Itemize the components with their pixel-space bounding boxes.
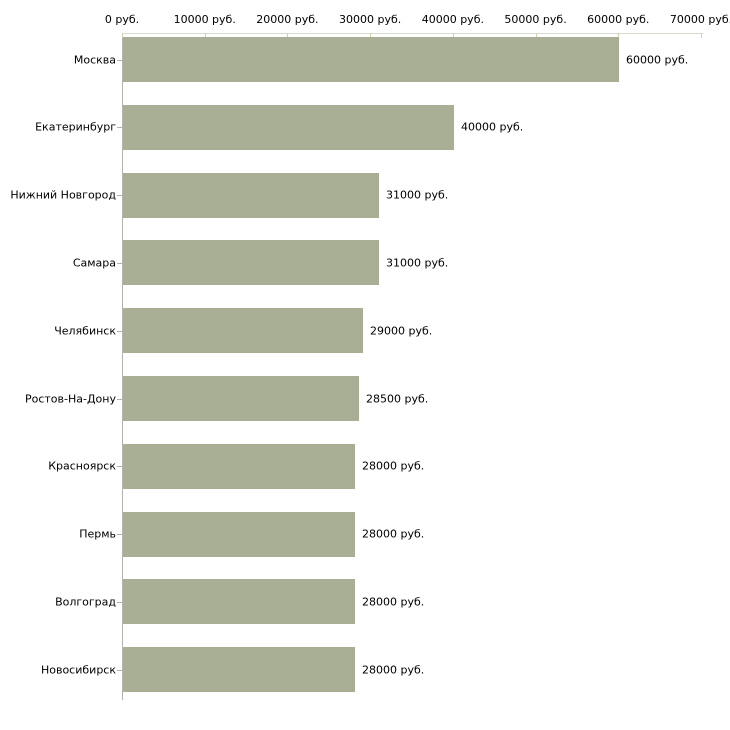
bar: [123, 172, 379, 218]
y-axis-line: [122, 33, 123, 700]
x-tick-mark: [701, 33, 702, 38]
x-tick-mark: [618, 33, 620, 38]
category-label: Москва: [73, 53, 116, 66]
x-tick-label: 50000 руб.: [504, 13, 567, 26]
x-tick-mark: [287, 33, 289, 38]
category-label: Красноярск: [48, 459, 116, 473]
x-tick-label: 70000 руб.: [669, 13, 730, 26]
y-tick-mark: [117, 331, 122, 332]
x-tick-mark: [452, 33, 454, 38]
y-tick-mark: [117, 602, 122, 603]
y-tick-mark: [117, 127, 122, 128]
value-label: 28000 руб.: [362, 663, 425, 677]
category-label: Нижний Новгород: [10, 188, 116, 202]
bar: [123, 376, 359, 421]
y-tick-mark: [117, 60, 122, 61]
x-axis-line: [122, 33, 703, 34]
category-label: Ростов-На-Дону: [24, 392, 116, 405]
value-label: 28500 руб.: [366, 392, 429, 405]
value-label: 28000 руб.: [362, 527, 425, 541]
value-label: 31000 руб.: [386, 188, 449, 202]
value-label: 31000 руб.: [386, 256, 449, 270]
x-tick-label: 20000 руб.: [256, 13, 319, 26]
y-tick-mark: [117, 534, 122, 535]
bar: [123, 37, 619, 82]
x-tick-label: 10000 руб.: [173, 13, 236, 26]
category-label: Самара: [72, 256, 116, 270]
bar: [123, 308, 363, 354]
bar: [123, 647, 355, 693]
value-label: 29000 руб.: [370, 324, 433, 338]
y-tick-mark: [117, 263, 122, 264]
value-label: 60000 руб.: [626, 53, 689, 66]
category-label: Новосибирск: [40, 663, 116, 677]
bar: [123, 240, 379, 286]
x-tick-label: 60000 руб.: [587, 13, 650, 26]
bar: [123, 579, 355, 625]
value-label: 28000 руб.: [362, 595, 425, 609]
category-label: Пермь: [79, 527, 116, 541]
value-label: 40000 руб.: [461, 120, 524, 134]
x-tick-mark: [535, 33, 537, 38]
category-label: Волгоград: [55, 595, 116, 609]
bar: [123, 511, 355, 557]
value-label: 28000 руб.: [362, 459, 425, 473]
y-tick-mark: [117, 466, 122, 467]
y-tick-mark: [117, 399, 122, 400]
x-tick-label: 0 руб.: [104, 13, 140, 26]
y-tick-mark: [117, 195, 122, 196]
x-tick-mark: [370, 33, 372, 38]
x-tick-label: 30000 руб.: [339, 13, 402, 26]
x-tick-label: 40000 руб.: [421, 13, 484, 26]
bar: [123, 104, 454, 150]
bar: [123, 443, 355, 489]
y-tick-mark: [117, 670, 122, 671]
category-label: Челябинск: [54, 324, 116, 338]
category-label: Екатеринбург: [35, 120, 116, 134]
x-tick-mark: [204, 33, 206, 38]
x-tick-mark: [122, 33, 123, 38]
